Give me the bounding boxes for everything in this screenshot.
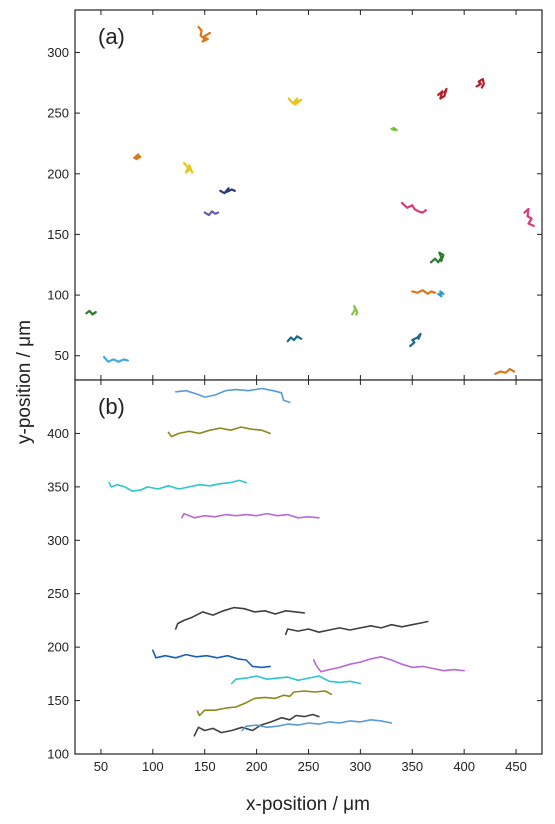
panel-b-y-tick-label-100: 100 <box>47 747 69 762</box>
panel-b-trajectory-2 <box>167 426 271 438</box>
x-tick-label-250: 250 <box>298 759 320 774</box>
panel-b-y-tick-label-200: 200 <box>47 640 69 655</box>
panel-b-y-tick-label-400: 400 <box>47 426 69 441</box>
panel-a-trajectory-2 <box>437 87 448 100</box>
panel-a-trajectory-7 <box>182 161 194 174</box>
panel-a-trajectory-11 <box>523 207 535 227</box>
panel-a-y-tick-label-250: 250 <box>47 106 69 121</box>
panel-b-plot-area <box>75 380 542 754</box>
panel-b-trajectory-3 <box>108 479 247 492</box>
panel-a-y-tick-label-150: 150 <box>47 227 69 242</box>
x-tick-label-100: 100 <box>142 759 164 774</box>
panel-a-trajectory-13 <box>411 289 437 295</box>
panel-a-trajectory-3 <box>475 78 485 89</box>
panel-b-y-tick-label-250: 250 <box>47 586 69 601</box>
panel-a-trajectory-10 <box>400 201 427 214</box>
panel-a-y-tick-label-100: 100 <box>47 288 69 303</box>
panel-b-trajectories <box>108 387 465 737</box>
panel-a-y-tick-label-200: 200 <box>47 166 69 181</box>
panel-a-trajectory-18 <box>286 335 303 343</box>
panel-a-trajectory-9 <box>203 210 220 217</box>
panel-b-trajectory-1 <box>174 387 291 404</box>
x-tick-label-150: 150 <box>194 759 216 774</box>
panel-a-trajectory-20 <box>494 368 516 375</box>
panel-a-y-tick-label-300: 300 <box>47 45 69 60</box>
x-tick-label-300: 300 <box>350 759 372 774</box>
panel-b-trajectory-7 <box>152 649 271 669</box>
panel-b-y-tick-label-150: 150 <box>47 693 69 708</box>
panel-b-trajectory-12 <box>241 719 393 732</box>
panel-b-trajectory-10 <box>196 690 333 717</box>
panel-a-trajectories <box>85 25 535 375</box>
panel-b-y-tick-label-300: 300 <box>47 533 69 548</box>
panel-a-trajectory-12 <box>429 251 445 264</box>
panel-a-trajectory-8 <box>219 187 236 195</box>
panel-a-y-tick-label-50: 50 <box>55 348 69 363</box>
panel-b-trajectory-4 <box>181 512 320 519</box>
x-tick-label-200: 200 <box>246 759 268 774</box>
panel-a-trajectory-19 <box>103 355 129 363</box>
panel-b-trajectory-6 <box>284 620 429 636</box>
panel-a-plot-area <box>75 10 542 380</box>
y-axis-title: y-position / μm <box>14 320 35 444</box>
x-tick-label-400: 400 <box>453 759 475 774</box>
x-tick-label-350: 350 <box>401 759 423 774</box>
panel-b-ticks: 50 100 150 200 250 300 350 400 450 100 150 200 250 30… <box>47 380 542 774</box>
panel-b-frame <box>74 379 543 755</box>
panel-a-trajectory-1 <box>197 25 211 43</box>
panel-a-trajectory-5 <box>390 126 398 132</box>
panel-b: 50 100 150 200 250 300 350 400 450 100 150 200 250 30… <box>47 379 543 774</box>
panel-a-trajectory-6 <box>133 153 142 161</box>
panel-b-y-tick-label-350: 350 <box>47 479 69 494</box>
panel-b-trajectory-11 <box>193 713 320 737</box>
panel-a-trajectory-4 <box>287 97 303 106</box>
panel-b-trajectory-9 <box>230 675 362 685</box>
panel-a-ticks: 50 100 150 200 250 300 <box>47 10 542 380</box>
panel-b-label: (b) <box>98 394 125 419</box>
panel-a-trajectory-14 <box>437 290 445 298</box>
x-tick-label-450: 450 <box>505 759 527 774</box>
x-axis-title: x-position / μm <box>246 794 370 815</box>
panel-a-label: (a) <box>98 24 125 49</box>
panel-a-trajectory-15 <box>85 309 97 316</box>
x-tick-label-50: 50 <box>94 759 108 774</box>
panel-a-trajectory-16 <box>351 304 359 316</box>
panel-b-trajectory-8 <box>312 656 465 673</box>
panel-a-trajectory-17 <box>409 332 422 348</box>
panel-a: 50 100 150 200 250 300 (a) <box>47 9 543 381</box>
panel-b-trajectory-5 <box>174 606 306 630</box>
